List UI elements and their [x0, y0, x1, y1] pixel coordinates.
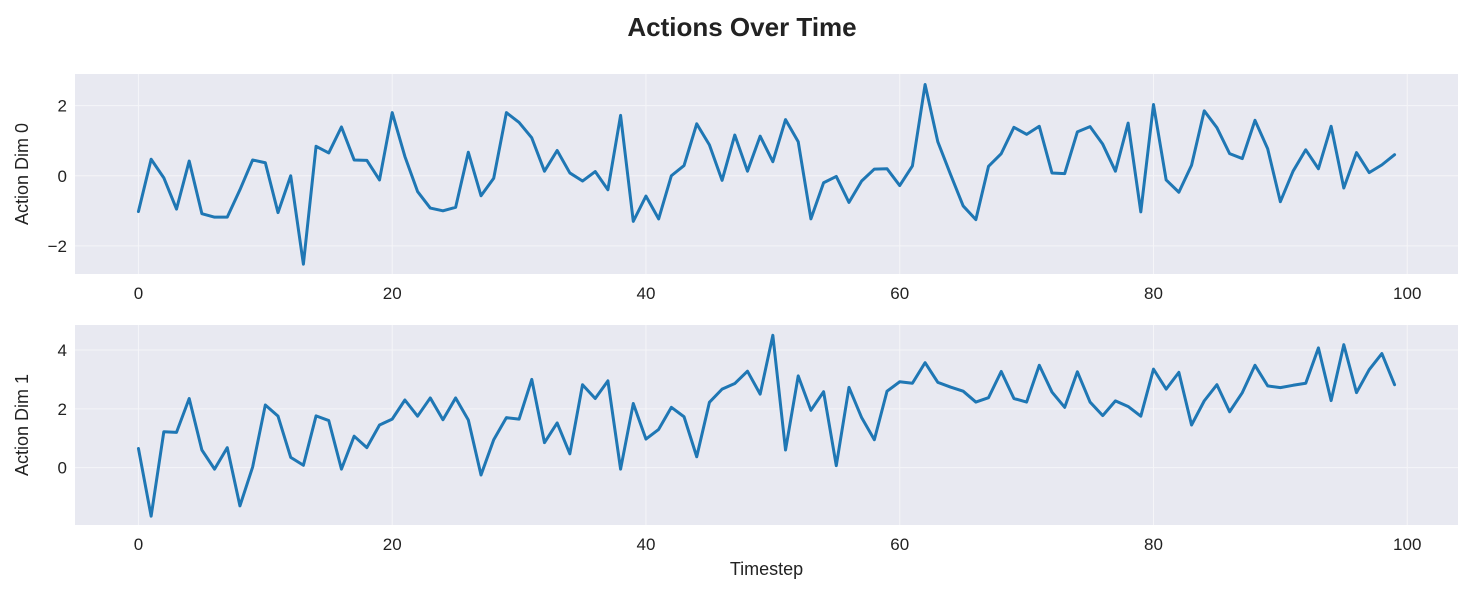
x-tick-label: 20: [383, 284, 402, 303]
subplot-action-dim-1: 0 20 40 60 80 100 0 2 4 Action Dim 1 Timestep: [12, 325, 1458, 579]
series-line: [136, 83, 1397, 266]
x-tick-label: 40: [637, 535, 656, 554]
x-tick-label: 0: [134, 535, 143, 554]
x-axis-label: Timestep: [730, 559, 803, 579]
x-tick-label: 40: [637, 284, 656, 303]
x-tick-label: 80: [1144, 284, 1163, 303]
x-tick-label: 60: [890, 535, 909, 554]
y-tick-label: 0: [58, 459, 67, 478]
x-tick-label: 0: [134, 284, 143, 303]
x-tick-label: 60: [890, 284, 909, 303]
y-tick-label: 0: [58, 167, 67, 186]
figure-title: Actions Over Time: [627, 12, 856, 42]
subplot-action-dim-0: 0 20 40 60 80 100 −2 0 2 Action Dim 0: [12, 74, 1458, 303]
plot-area-background: [75, 74, 1458, 274]
y-axis-label: Action Dim 0: [12, 123, 32, 225]
y-tick-label: 2: [58, 400, 67, 419]
y-tick-label: −2: [48, 237, 67, 256]
x-tick-label: 100: [1393, 535, 1421, 554]
plot-area-background: [75, 325, 1458, 525]
y-tick-label: 4: [58, 341, 67, 360]
x-tick-label: 20: [383, 535, 402, 554]
y-tick-label: 2: [58, 97, 67, 116]
y-axis-label: Action Dim 1: [12, 374, 32, 476]
x-tick-label: 100: [1393, 284, 1421, 303]
series-line: [136, 333, 1397, 518]
x-tick-label: 80: [1144, 535, 1163, 554]
